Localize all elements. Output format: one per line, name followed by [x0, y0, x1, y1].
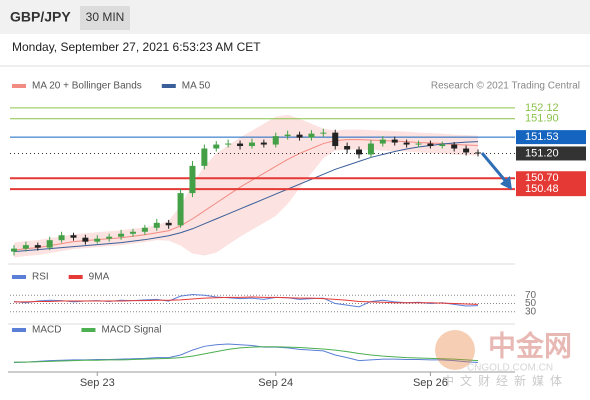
candle-body: [272, 136, 279, 145]
candle-body: [153, 222, 160, 228]
timeframe: 30 MIN: [86, 10, 125, 24]
candle-body: [237, 143, 244, 147]
candle-body: [344, 146, 351, 150]
candle-body: [320, 132, 327, 134]
level-label: 151.53: [525, 131, 559, 143]
candle-body: [82, 237, 89, 242]
candle-body: [260, 142, 267, 145]
x-tick-label: Sep 26: [413, 377, 448, 389]
forecast-arrow: [480, 152, 510, 185]
legend-swatch: [12, 84, 26, 88]
legend-label: MACD: [32, 325, 61, 336]
watermark-slogan: 中文财经新媒体: [442, 373, 568, 388]
candle-body: [284, 134, 291, 137]
y-tick-label: 50: [525, 298, 537, 309]
candle-body: [22, 245, 29, 249]
indicator-line: [13, 343, 479, 364]
candle-body: [296, 134, 303, 138]
level-label: 150.48: [525, 183, 559, 195]
candle-body: [356, 149, 363, 155]
legend-label: RSI: [32, 272, 49, 283]
candle-body: [106, 236, 113, 239]
candle-body: [225, 143, 232, 145]
level-box: [516, 130, 586, 145]
candle-body: [11, 248, 17, 252]
candle-body: [332, 132, 339, 147]
candle-body: [391, 139, 398, 143]
credit: Research © 2021 Trading Central: [431, 81, 580, 92]
watermark-site: CNGOLD.COM.CN: [467, 363, 553, 374]
candle-body: [439, 144, 446, 147]
moving-average: [13, 139, 479, 251]
candle-body: [248, 142, 255, 147]
watermark: 中金网 CNGOLD.COM.CN 中文财经新媒体: [435, 329, 572, 388]
bollinger-band: [14, 114, 478, 258]
x-tick-label: Sep 23: [80, 377, 115, 389]
candle-body: [427, 143, 434, 147]
candle-body: [34, 245, 41, 248]
candle-body: [165, 222, 172, 226]
candle-body: [213, 144, 220, 149]
candle-body: [379, 139, 386, 144]
level-box: [516, 171, 586, 186]
y-tick-label: 70: [525, 290, 537, 301]
level-label: 151.20: [525, 147, 559, 159]
indicator-line: [14, 346, 479, 363]
y-tick-label: 30: [525, 306, 537, 317]
legend-swatch: [68, 275, 83, 279]
candle-body: [46, 240, 53, 248]
legend-label: MA 50: [182, 81, 211, 92]
candle-body: [94, 238, 101, 242]
forecast-arrowhead: [500, 176, 512, 190]
candle-body: [118, 233, 125, 237]
watermark-brand: 中金网: [488, 329, 572, 361]
symbol: GBP/JPY: [10, 9, 71, 25]
candle-body: [189, 165, 196, 194]
candle-body: [415, 143, 422, 145]
candle-body: [475, 152, 481, 154]
watermark-logo: [435, 330, 475, 370]
level-label: 150.70: [525, 172, 559, 184]
candle-body: [58, 235, 65, 241]
legend-swatch: [81, 328, 96, 332]
legend-swatch: [161, 84, 176, 88]
level-box: [516, 146, 586, 161]
candle-body: [201, 148, 208, 166]
candle-body: [451, 144, 458, 149]
timeframe-box: [80, 6, 130, 30]
moving-average: [13, 141, 479, 253]
legend-label: MACD Signal: [101, 325, 161, 336]
candle-body: [177, 193, 184, 226]
legend-label: MA 20 + Bollinger Bands: [32, 81, 142, 92]
candle-body: [141, 227, 148, 232]
candle-body: [70, 235, 77, 238]
candle-body: [403, 142, 410, 145]
candle-body: [308, 133, 315, 138]
legend-swatch: [12, 328, 26, 332]
level-label: 152.12: [525, 102, 559, 114]
level-label: 151.90: [525, 113, 559, 125]
legend-swatch: [12, 275, 26, 279]
candle-body: [367, 143, 374, 155]
candle-body: [129, 231, 136, 234]
legend-label: 9MA: [89, 272, 110, 283]
candle-body: [463, 148, 470, 153]
x-tick-label: Sep 24: [258, 377, 293, 389]
datetime: Monday, September 27, 2021 6:53:23 AM CE…: [12, 40, 261, 54]
indicator-line: [14, 296, 479, 305]
level-box: [516, 182, 586, 197]
